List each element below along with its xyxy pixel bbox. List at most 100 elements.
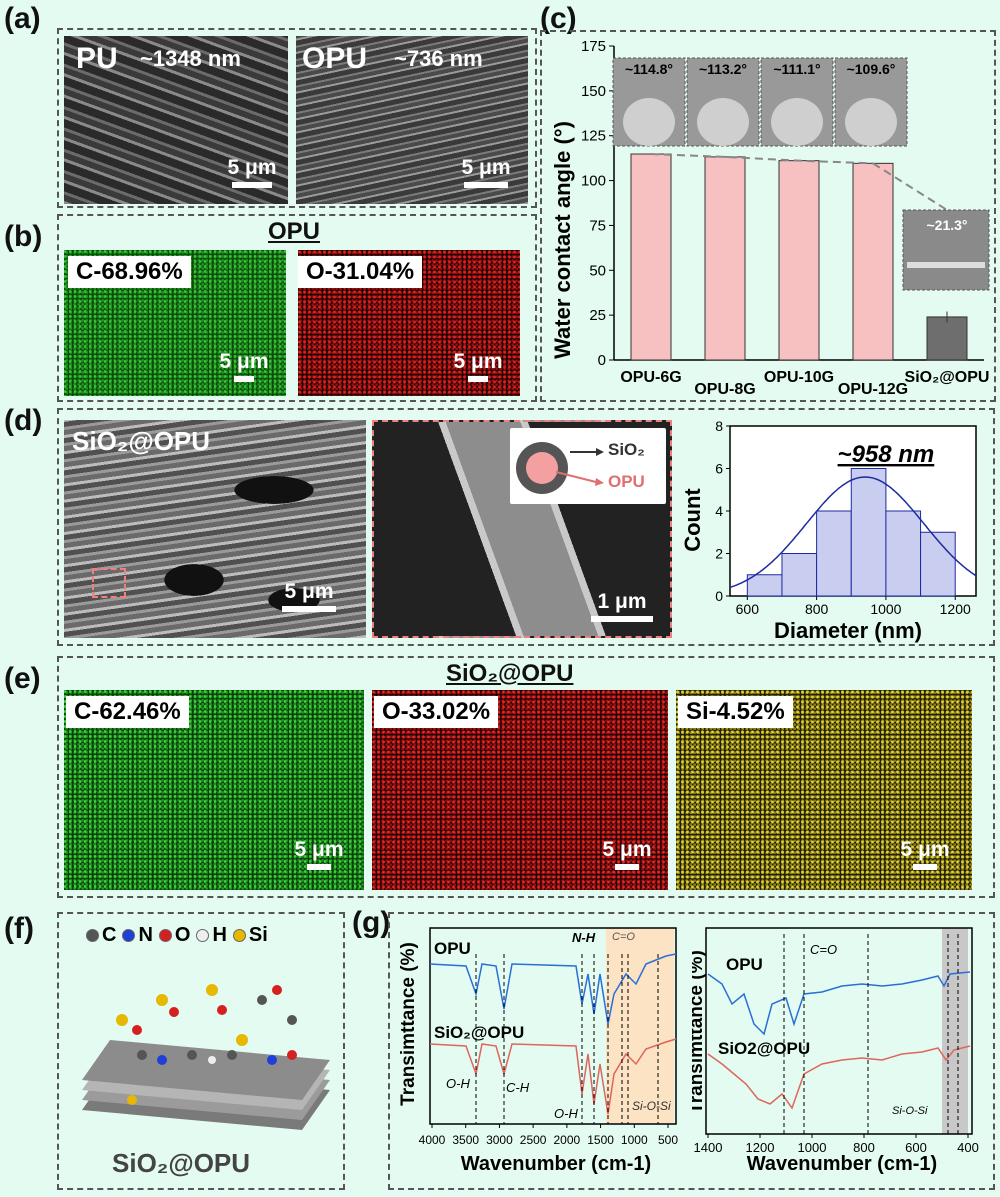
atom-symbol: Si xyxy=(248,924,268,946)
ftir-left-xtick-label: 500 xyxy=(658,1133,678,1147)
ftir-right: OPU SiO2@OPU C=O Si-O-Si 1400 1200 1000 800… xyxy=(692,927,979,1175)
atom-symbol: O xyxy=(174,924,191,946)
eds-map-si-sio2opu: Si-4.52% 5 μm xyxy=(676,690,972,890)
e-si-scalebar: 5 μm xyxy=(890,838,960,870)
diameter-histogram: 600 800 1000 1200 0 2 4 6 8 ~958 nm Diameter (nm… xyxy=(680,418,977,643)
hist-xtick-label: 800 xyxy=(805,601,829,617)
panel-b-frame xyxy=(57,214,537,402)
ftir-annot-nh: N-H xyxy=(572,930,596,945)
ftir-left-frame xyxy=(429,927,677,1125)
legend-opu: OPU xyxy=(608,472,645,491)
d-mid-scalebar: 1 μm xyxy=(584,590,660,622)
droplet-shape xyxy=(771,98,823,146)
sem-zoom-single-fiber: SiO₂ OPU 1 μm xyxy=(372,420,672,638)
atom-dot-icon xyxy=(122,929,136,942)
label-e: (e) xyxy=(4,662,41,695)
wca-ytick-label: 0 xyxy=(598,352,606,369)
ftir-left: OPU SiO₂@OPU N-H C=O O-H C-H O-H Si-O-Si… xyxy=(398,927,678,1175)
ftir-right-annot-siosi: Si-O-Si xyxy=(892,1105,928,1117)
c-map-scalebar: 5 μm xyxy=(214,350,274,382)
ftir-right-xticks: 1400 1200 1000 800 600 400 xyxy=(694,1134,979,1155)
label-c: (c) xyxy=(540,2,577,35)
sem-image-opu: OPU ~736 nm 5 μm xyxy=(296,36,528,204)
wca-bar xyxy=(778,160,820,361)
wca-ytick-label: 175 xyxy=(581,38,606,55)
ftir-right-legend-opu: OPU xyxy=(726,955,763,974)
ftir-left-xtick-label: 2000 xyxy=(554,1133,581,1147)
o-percent-opu: O-31.04% xyxy=(298,256,423,288)
wca-xtick-label: SiO₂@OPU xyxy=(905,369,990,386)
opu-diameter: ~736 nm xyxy=(394,46,483,71)
e-c-scalebar: 5 μm xyxy=(284,838,354,870)
atom-legend-item: C xyxy=(86,924,116,947)
ftir-left-xtick-label: 4000 xyxy=(419,1133,446,1147)
ftir-annot-oh1: O-H xyxy=(446,1076,470,1091)
label-f: (f) xyxy=(4,912,34,945)
droplet-photo-sio2 xyxy=(902,209,990,291)
wca-xtick-label: OPU-10G xyxy=(764,369,834,386)
wca-xtick-label: OPU-6G xyxy=(620,369,681,386)
opu-label: OPU xyxy=(302,42,368,75)
wca-bar xyxy=(926,316,968,361)
label-g: (g) xyxy=(352,906,391,939)
eds-map-o-sio2opu: O-33.02% 5 μm xyxy=(372,690,668,890)
atom-dot-icon xyxy=(196,929,210,942)
ftir-annot-siosi: Si-O-Si xyxy=(632,1099,671,1113)
wca-xtick-label: OPU-8G xyxy=(694,381,755,398)
hist-bar xyxy=(816,510,852,597)
panel-e-frame xyxy=(57,656,995,898)
hist-bar xyxy=(850,468,887,597)
wca-insets: ~114.8° ~113.2° ~111.1° ~109.6° ~21.3° xyxy=(612,57,990,323)
ftir-right-ylabel: Transimttance (%) xyxy=(692,950,707,1114)
ftir-annot-oh2: O-H xyxy=(554,1106,578,1121)
ftir-right-xtick-label: 1400 xyxy=(694,1140,723,1155)
hist-xtick-label: 1000 xyxy=(870,601,901,617)
ftir-right-xtick-label: 600 xyxy=(905,1140,927,1155)
legend-sio2: SiO₂ xyxy=(608,440,645,459)
ftir-left-xticks: 4000 3500 3000 2500 2000 1500 1000 500 xyxy=(419,1124,678,1147)
droplet-angle-label: ~114.8° xyxy=(625,61,673,77)
eds-map-c-opu: C-68.96% 5 μm xyxy=(64,250,286,396)
hist-xtick-label: 600 xyxy=(736,601,760,617)
hist-ytick-label: 8 xyxy=(715,418,723,434)
hist-bars xyxy=(746,468,956,597)
wca-ytick-label: 50 xyxy=(589,262,606,279)
ftir-right-xtick-label: 800 xyxy=(853,1140,875,1155)
atom-legend-item: O xyxy=(158,924,191,947)
wca-trend-line-2 xyxy=(872,162,948,211)
d-sem-title: SiO₂@OPU xyxy=(72,426,211,456)
d-left-scalebar: 5 μm xyxy=(274,580,344,612)
molecule-atoms xyxy=(116,984,297,1105)
wca-ytick-label: 150 xyxy=(581,83,606,100)
hist-bar xyxy=(920,531,956,597)
si-percent-sio2opu: Si-4.52% xyxy=(678,696,793,728)
wca-ytick-label: 25 xyxy=(589,307,606,324)
ftir-left-dashlines xyxy=(475,954,659,1124)
ftir-left-xtick-label: 1000 xyxy=(621,1133,648,1147)
hist-annotation: ~958 nm xyxy=(838,441,935,468)
atom-legend-item: Si xyxy=(232,924,268,947)
ftir-right-legend-sio2: SiO2@OPU xyxy=(718,1039,810,1058)
ftir-right-frame xyxy=(705,927,973,1135)
label-b: (b) xyxy=(4,220,43,253)
wca-ytick-label: 100 xyxy=(581,173,606,190)
ftir-left-xtick-label: 3000 xyxy=(486,1133,513,1147)
ftir-right-sio2-line xyxy=(707,1045,971,1110)
hist-ytick-label: 0 xyxy=(715,588,723,604)
pu-label: PU xyxy=(76,42,118,75)
wca-bar xyxy=(630,153,672,361)
ftir-annot-co: C=O xyxy=(612,931,635,943)
ftir-left-legend-sio2: SiO₂@OPU xyxy=(434,1023,524,1042)
e-o-scalebar: 5 μm xyxy=(592,838,662,870)
hist-bar xyxy=(746,574,783,597)
atom-symbol: H xyxy=(212,924,227,946)
wca-bar xyxy=(852,162,894,361)
atom-legend-item: H xyxy=(196,924,227,947)
atom-symbol: C xyxy=(102,924,117,946)
ftir-left-xlabel: Wavenumber (cm-1) xyxy=(461,1153,651,1175)
droplet-angle-label: ~109.6° xyxy=(847,61,896,77)
graphite-layers xyxy=(82,1040,330,1130)
ftir-right-xtick-label: 1000 xyxy=(798,1140,827,1155)
sem-image-sio2-opu: SiO₂@OPU 5 μm xyxy=(64,420,366,638)
ftir-right-xtick-label: 400 xyxy=(957,1140,979,1155)
